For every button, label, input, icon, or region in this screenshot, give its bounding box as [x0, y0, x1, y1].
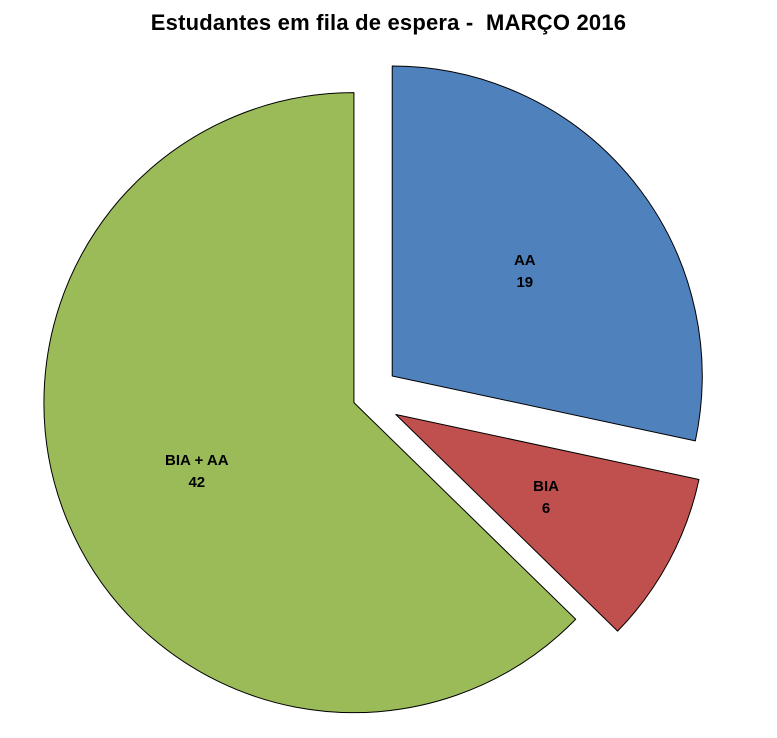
chart-title: Estudantes em fila de espera - MARÇO 201… [150, 10, 627, 35]
slice-label: BIA 6 [533, 478, 559, 517]
slice-label: BIA + AA 42 [165, 452, 229, 491]
pie-slice-bia-aa [43, 92, 577, 714]
slice-label: AA 19 [514, 252, 536, 291]
pie-slice-aa [391, 65, 703, 442]
pie-slice-bia [395, 414, 700, 632]
